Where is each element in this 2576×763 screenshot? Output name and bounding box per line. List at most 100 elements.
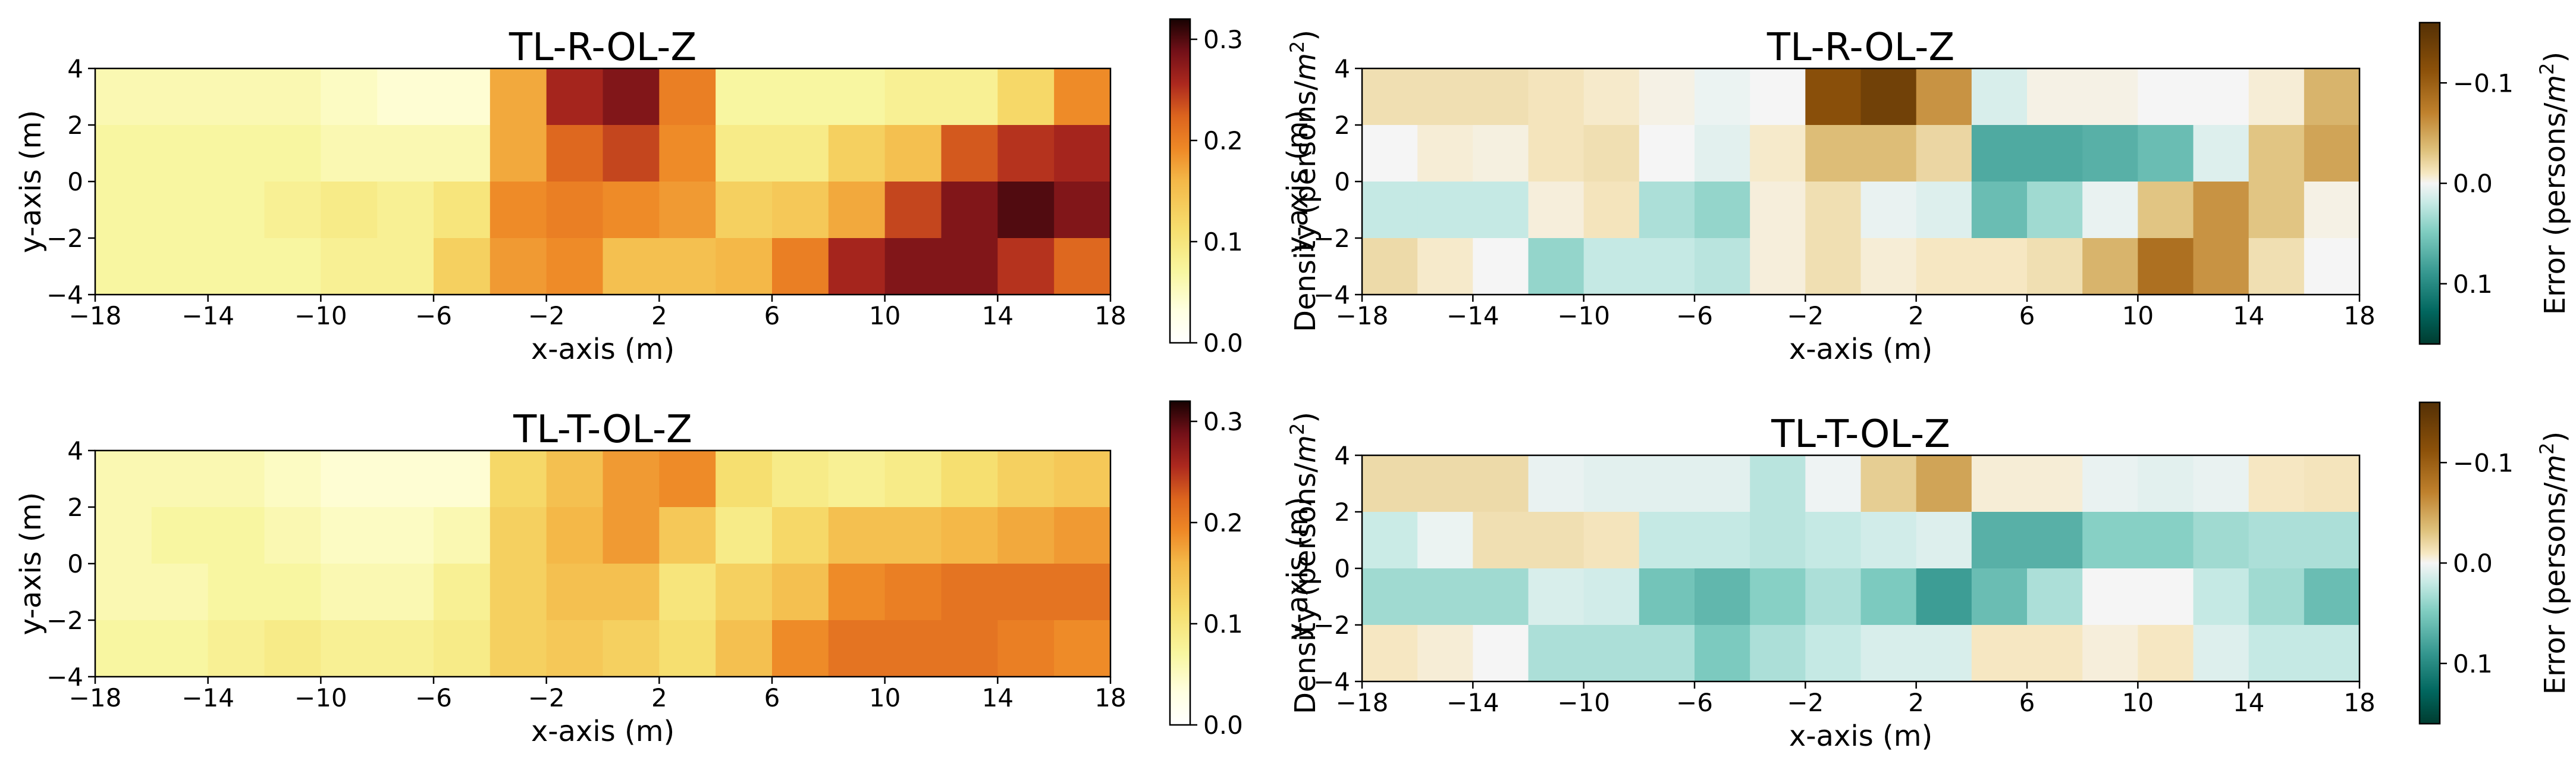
heatmap-cell xyxy=(772,68,829,126)
heatmap-cell xyxy=(828,238,886,295)
heatmap-cell xyxy=(716,68,773,126)
colorbar-tick-label: 0.1 xyxy=(1203,609,1243,639)
heatmap-cell xyxy=(2248,238,2305,295)
x-tick-label: −10 xyxy=(1557,688,1610,717)
heatmap-cell xyxy=(941,451,999,508)
heatmap-cell xyxy=(2304,455,2360,512)
heatmap-cell xyxy=(546,620,604,677)
colorbar-label-end: ) xyxy=(1289,30,1322,41)
x-axis-label: x-axis (m) xyxy=(1789,333,1932,366)
heatmap-cell xyxy=(2082,455,2139,512)
heatmap-cell xyxy=(2193,125,2249,182)
heatmap-cell xyxy=(603,451,660,508)
heatmap-cell xyxy=(1916,625,1972,682)
heatmap-cell xyxy=(1971,625,2028,682)
heatmap-cell xyxy=(1860,512,1917,569)
heatmap-cell xyxy=(490,238,547,295)
heatmap-cell xyxy=(659,68,716,126)
colorbar-label-superscript: 2 xyxy=(1286,41,1309,53)
x-tick-label: 14 xyxy=(2233,688,2264,717)
panel-4: −18 −14 −10 −6 −2 2 6 10 14 18 −4 −2 0 2 4 TL-T-OL-Z x-a… xyxy=(1281,401,2572,753)
heatmap-cell xyxy=(2138,455,2194,512)
colorbar-tick-label: 0.2 xyxy=(1203,126,1243,155)
heatmap-cell xyxy=(264,238,322,295)
y-tick-label: 2 xyxy=(1334,111,1350,140)
heatmap-cell xyxy=(321,68,378,126)
x-tick-label: −6 xyxy=(415,301,452,330)
x-tick-label: 10 xyxy=(869,301,900,330)
chart-title: TL-R-OL-Z xyxy=(509,26,696,70)
heatmap-cell xyxy=(1417,68,1474,126)
colorbar-tick-label: 0.1 xyxy=(2453,649,2493,678)
heatmap-cell xyxy=(151,564,209,621)
heatmap-cell xyxy=(2193,68,2249,126)
heatmap-cell xyxy=(1695,625,1750,682)
heatmap-cell xyxy=(95,507,152,564)
heatmap-cell xyxy=(603,125,660,182)
heatmap-cell xyxy=(716,507,773,564)
heatmap-cell xyxy=(321,238,378,295)
heatmap-cell xyxy=(1528,568,1584,626)
heatmap-cell xyxy=(434,238,491,295)
heatmap-cell xyxy=(2027,625,2083,682)
heatmap-cell xyxy=(1916,455,1972,512)
colorbar-label-unit: m xyxy=(2539,75,2572,103)
y-tick-label: −2 xyxy=(46,224,83,253)
heatmap-cell xyxy=(1473,182,1529,239)
y-axis-label: y-axis (m) xyxy=(14,492,48,636)
heatmap-cell xyxy=(997,564,1055,621)
heatmap-cell xyxy=(546,238,604,295)
heatmap-cell xyxy=(884,564,942,621)
heatmap-cell xyxy=(208,182,265,239)
heatmap-cell xyxy=(828,451,886,508)
heatmap-cell xyxy=(151,182,209,239)
heatmap-cell xyxy=(997,125,1055,182)
heatmap-cell xyxy=(321,451,378,508)
heatmap-cell xyxy=(1583,125,1640,182)
heatmap-cell xyxy=(2248,125,2305,182)
heatmap-cell xyxy=(1473,125,1529,182)
heatmap-cell xyxy=(1417,455,1474,512)
heatmap-cell xyxy=(603,507,660,564)
heatmap-cell xyxy=(1805,125,1862,182)
y-tick-label: 4 xyxy=(1334,441,1350,470)
heatmap-cell xyxy=(1528,455,1584,512)
heatmap-cell xyxy=(2193,238,2249,295)
heatmap-cell xyxy=(1362,68,1418,126)
heatmap-cell xyxy=(2138,238,2194,295)
x-tick-label: 2 xyxy=(651,301,667,330)
colorbar-label-base: Error (persons/ xyxy=(2539,482,2572,695)
heatmap-cells xyxy=(1362,455,2360,682)
x-tick-label: 18 xyxy=(2343,688,2375,717)
x-tick-label: 6 xyxy=(764,683,780,712)
heatmap-cell xyxy=(1750,512,1806,569)
colorbar-label-superscript: 2 xyxy=(1286,423,1309,435)
heatmap-cell xyxy=(546,564,604,621)
heatmap-cell xyxy=(321,507,378,564)
heatmap-cell xyxy=(1860,455,1917,512)
heatmap-cell xyxy=(264,182,322,239)
chart-title: TL-R-OL-Z xyxy=(1767,26,1954,70)
colorbar-tick-label: −0.1 xyxy=(2453,68,2514,98)
heatmap-cell xyxy=(884,451,942,508)
heatmap-cell xyxy=(1639,455,1695,512)
heatmap-cell xyxy=(1473,238,1529,295)
heatmap-cell xyxy=(2248,568,2305,626)
heatmap-cell xyxy=(95,620,152,677)
x-axis-label: x-axis (m) xyxy=(531,333,674,366)
heatmap-cell xyxy=(1750,455,1806,512)
heatmap-cell xyxy=(2082,182,2139,239)
heatmap-cell xyxy=(1750,182,1806,239)
heatmap-cell xyxy=(1054,182,1111,239)
heatmap-cell xyxy=(434,125,491,182)
heatmap-cell xyxy=(1583,568,1640,626)
heatmap-cell xyxy=(1750,68,1806,126)
heatmap-cell xyxy=(1473,568,1529,626)
y-tick-label: −2 xyxy=(1313,611,1350,640)
colorbar-tick-label: 0.1 xyxy=(2453,270,2493,299)
heatmap-cell xyxy=(1971,455,2028,512)
colorbar-tick-label: 0.0 xyxy=(1203,329,1243,358)
heatmap-cell xyxy=(95,238,152,295)
x-tick-label: 18 xyxy=(1094,683,1126,712)
y-axis-label: y-axis (m) xyxy=(1281,497,1314,640)
